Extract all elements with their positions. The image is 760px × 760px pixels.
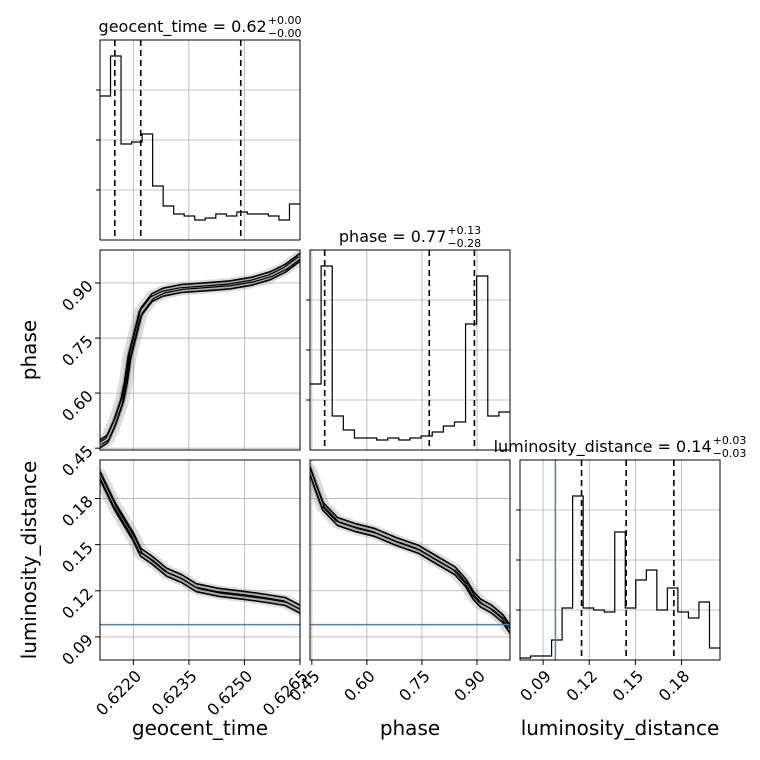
x-tick-label: 0.90 — [450, 666, 489, 705]
contour-line-inner — [310, 471, 510, 629]
panel-frame — [99, 459, 301, 661]
x-axis-label-geocent_time: geocent_time — [132, 716, 268, 740]
contour-line-inner — [100, 256, 299, 443]
title-geocent_time: geocent_time = 0.62 +0.00−0.00 — [99, 14, 302, 40]
x-tick-label: 0.12 — [562, 666, 601, 705]
title-main: luminosity_distance = 0.14 — [494, 437, 712, 457]
x-tick-label: 0.09 — [516, 666, 555, 705]
y-tick-label: 0.90 — [58, 276, 97, 315]
x-axis-label-luminosity_distance: luminosity_distance — [521, 716, 720, 740]
x-tick-label: 0.18 — [655, 666, 694, 705]
title-plus: +0.00 — [268, 14, 302, 27]
x-tick-label: 0.60 — [340, 666, 379, 705]
contour-panel-phase-luminosity_distance — [309, 459, 511, 661]
panel-frame — [99, 39, 301, 241]
contour-line — [100, 471, 300, 606]
y-tick-label: 0.60 — [58, 386, 97, 425]
title-minus: −0.00 — [268, 27, 302, 40]
density-haze — [100, 250, 300, 450]
panel-frame — [309, 249, 511, 451]
contour-line-inner — [100, 475, 300, 610]
panel-frame — [309, 459, 511, 661]
contour-line-inner — [101, 258, 300, 446]
x-axis-label-phase: phase — [380, 716, 440, 740]
title-plus: +0.03 — [713, 434, 747, 447]
title-phase: phase = 0.77 +0.13−0.28 — [339, 224, 481, 250]
contour-body — [100, 468, 300, 626]
y-axis-label-phase: phase — [17, 320, 41, 380]
title-main: phase = 0.77 — [339, 227, 446, 246]
y-tick-label: 0.75 — [58, 331, 97, 370]
hist-step-luminosity_distance — [520, 495, 720, 659]
contour-line — [310, 474, 510, 634]
y-axis-label-luminosity_distance: luminosity_distance — [17, 461, 41, 660]
contour-line-inner — [100, 476, 299, 610]
hist-panel-geocent_time — [96, 39, 301, 241]
contour-body — [310, 463, 510, 637]
title-plus: +0.13 — [447, 224, 481, 237]
contour-line — [100, 479, 300, 614]
y-tick-label: 0.15 — [58, 538, 97, 577]
x-tick-label: 0.15 — [609, 666, 648, 705]
y-tick-label: 0.12 — [58, 584, 97, 623]
density-core — [100, 253, 300, 448]
contour-panel-geocent_time-phase — [99, 249, 301, 451]
contour-line — [310, 466, 510, 626]
panel-frame — [99, 249, 301, 451]
x-tick-label: 0.6235 — [148, 666, 201, 719]
title-luminosity_distance: luminosity_distance = 0.14 +0.03−0.03 — [494, 434, 747, 460]
contour-panel-geocent_time-luminosity_distance — [99, 459, 301, 661]
y-tick-label: 0.09 — [58, 630, 97, 669]
panel-frame — [519, 459, 721, 661]
hist-step-geocent_time — [100, 55, 300, 221]
y-tick-label: 0.18 — [58, 492, 97, 531]
title-minus: −0.03 — [713, 447, 747, 460]
hist-panel-luminosity_distance — [516, 459, 721, 661]
hist-panel-phase — [306, 249, 511, 451]
title-minus: −0.28 — [447, 237, 481, 250]
y-tick-label: 0.45 — [58, 442, 97, 481]
x-tick-label: 0.75 — [395, 666, 434, 705]
x-tick-label: 0.6250 — [203, 666, 256, 719]
hist-step-phase — [310, 265, 510, 441]
x-tick-label: 0.6220 — [92, 666, 145, 719]
title-main: geocent_time = 0.62 — [99, 17, 267, 37]
contour-body — [100, 250, 300, 450]
